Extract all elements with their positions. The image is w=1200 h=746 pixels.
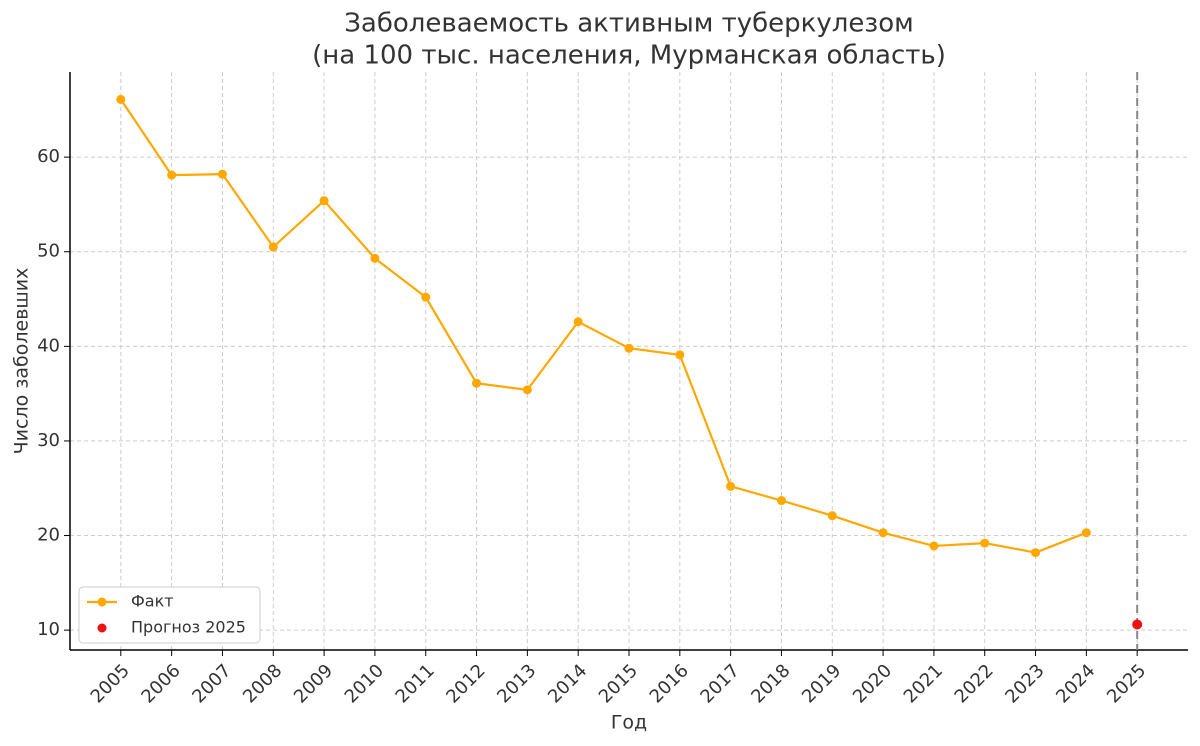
legend-label: Прогноз 2025 bbox=[131, 618, 246, 637]
point bbox=[624, 343, 634, 353]
point bbox=[878, 528, 888, 538]
y-tick-label: 20 bbox=[37, 525, 60, 546]
point bbox=[268, 242, 278, 252]
x-tick-label: 2008 bbox=[239, 660, 286, 707]
point bbox=[116, 94, 126, 104]
point bbox=[319, 196, 329, 206]
legend-marker bbox=[97, 597, 107, 607]
x-tick-label: 2018 bbox=[747, 660, 794, 707]
x-tick-label: 2009 bbox=[290, 660, 337, 707]
x-tick-label: 2025 bbox=[1103, 660, 1150, 707]
point bbox=[573, 317, 583, 327]
line bbox=[119, 98, 1087, 554]
x-tick-label: 2022 bbox=[951, 660, 998, 707]
point bbox=[421, 292, 431, 302]
x-tick-label: 2024 bbox=[1052, 660, 1099, 707]
y-tick-label: 30 bbox=[37, 430, 60, 451]
x-tick-label: 2007 bbox=[188, 660, 235, 707]
x-tick-label: 2023 bbox=[1001, 660, 1048, 707]
point bbox=[370, 253, 380, 263]
point bbox=[776, 496, 786, 506]
y-tick-label: 40 bbox=[37, 335, 60, 356]
x-tick-label: 2017 bbox=[696, 660, 743, 707]
legend-box bbox=[78, 586, 261, 644]
legend-label: Факт bbox=[131, 592, 174, 611]
x-tick-label: 2012 bbox=[442, 660, 489, 707]
y-tick-label: 10 bbox=[37, 619, 60, 640]
y-axis-label: Число заболевших bbox=[11, 268, 33, 455]
x-tick-label: 2006 bbox=[137, 660, 184, 707]
point bbox=[980, 538, 990, 548]
point bbox=[1132, 619, 1143, 630]
x-axis-label: Год bbox=[611, 712, 647, 734]
x-tick-label: 2011 bbox=[392, 660, 439, 707]
x-tick-label: 2005 bbox=[87, 660, 134, 707]
point bbox=[929, 541, 939, 551]
chart-title: (на 100 тыс. населения, Мурманская облас… bbox=[312, 41, 946, 71]
point bbox=[726, 481, 736, 491]
x-tick-label: 2013 bbox=[493, 660, 540, 707]
point bbox=[217, 169, 227, 179]
x-tick-label: 2020 bbox=[849, 660, 896, 707]
x-tick-label: 2015 bbox=[595, 660, 642, 707]
x-tick-label: 2021 bbox=[900, 660, 947, 707]
point bbox=[522, 385, 532, 395]
point bbox=[675, 350, 685, 360]
point bbox=[1031, 548, 1041, 558]
x-tick-label: 2019 bbox=[798, 660, 845, 707]
y-tick-label: 60 bbox=[37, 146, 60, 167]
point bbox=[1081, 528, 1091, 538]
legend-marker bbox=[97, 623, 107, 633]
point bbox=[472, 378, 482, 388]
point bbox=[827, 511, 837, 521]
chart-title: Заболеваемость активным туберкулезом bbox=[344, 9, 914, 39]
x-tick-label: 2016 bbox=[646, 660, 693, 707]
point bbox=[167, 170, 177, 180]
x-tick-label: 2014 bbox=[544, 660, 591, 707]
x-tick-label: 2010 bbox=[341, 660, 388, 707]
y-tick-label: 50 bbox=[37, 241, 60, 262]
